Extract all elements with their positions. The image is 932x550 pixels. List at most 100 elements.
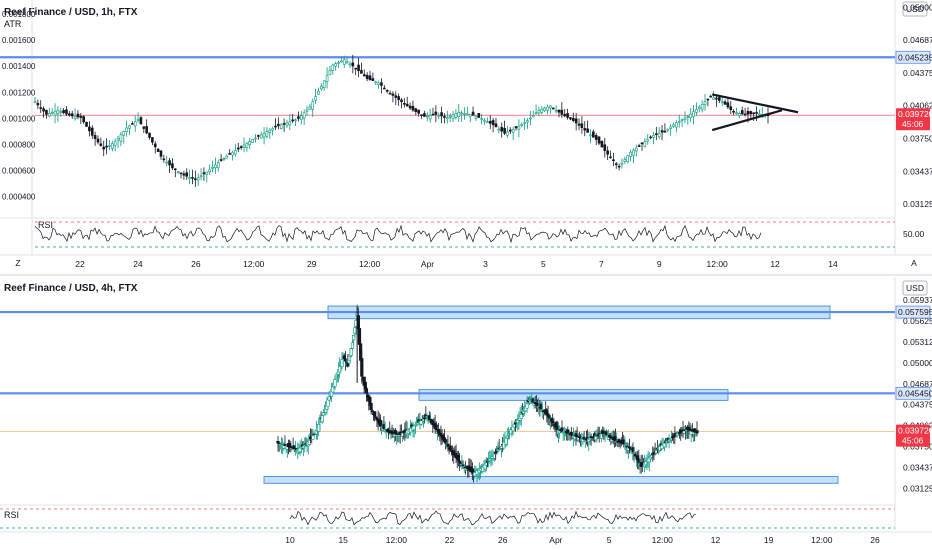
candle-body-1h bbox=[285, 122, 289, 126]
candle-body-1h bbox=[491, 120, 495, 126]
candle-body-1h bbox=[468, 114, 472, 117]
triangle-lower-line bbox=[711, 109, 783, 132]
candle-body-1h bbox=[185, 172, 189, 177]
atr-label: ATR bbox=[4, 19, 22, 29]
candle-body-1h bbox=[520, 124, 524, 126]
candle-body-1h bbox=[245, 142, 249, 148]
candle-body-1h bbox=[191, 177, 194, 179]
currency-badge-1h[interactable] bbox=[902, 1, 928, 17]
candle-body-1h bbox=[677, 120, 681, 123]
candle-body-1h bbox=[460, 112, 463, 115]
candle-body-1h bbox=[526, 120, 529, 123]
candle-body-1h bbox=[394, 95, 398, 98]
zoom-button[interactable]: Z bbox=[15, 258, 20, 268]
candle-body-1h bbox=[551, 107, 555, 110]
time-tick-4h: 15 bbox=[338, 535, 348, 545]
candle-body-1h bbox=[609, 156, 612, 159]
candle-body-1h bbox=[374, 81, 378, 84]
candle-body-1h bbox=[165, 161, 169, 164]
candle-body-1h bbox=[96, 138, 100, 143]
candle-body-1h bbox=[715, 97, 718, 100]
price-tick-1h: 0.034375 bbox=[903, 166, 932, 176]
auto-scale-button[interactable]: A bbox=[911, 258, 917, 268]
candle-body-1h bbox=[383, 87, 386, 90]
candle-body-1h bbox=[672, 124, 675, 127]
candle-body-1h bbox=[70, 113, 74, 117]
candle-body-4h bbox=[320, 415, 324, 423]
candle-body-1h bbox=[225, 156, 229, 159]
last-price-value-1h: 0.039720 bbox=[898, 109, 932, 119]
candle-body-1h bbox=[68, 113, 71, 116]
candle-body-4h bbox=[321, 412, 325, 416]
candle-body-1h bbox=[726, 102, 730, 108]
candle-body-1h bbox=[577, 123, 581, 126]
candle-body-1h bbox=[660, 130, 664, 133]
candle-body-1h bbox=[216, 162, 220, 169]
candle-body-1h bbox=[397, 96, 400, 100]
candle-body-1h bbox=[36, 103, 40, 106]
candle-body-1h bbox=[62, 110, 65, 114]
candle-body-1h bbox=[729, 106, 733, 110]
candle-body-1h bbox=[735, 112, 738, 115]
candle-body-1h bbox=[483, 119, 486, 122]
candle-body-1h bbox=[308, 106, 312, 110]
candle-body-1h bbox=[417, 109, 420, 114]
candle-body-1h bbox=[239, 146, 243, 148]
candle-body-1h bbox=[354, 67, 357, 70]
candle-body-1h bbox=[102, 146, 106, 150]
price-tick-4h: 0.046875 bbox=[903, 379, 932, 389]
candle-body-1h bbox=[680, 119, 684, 121]
candle-body-1h bbox=[723, 101, 727, 105]
candle-body-1h bbox=[262, 132, 266, 138]
candle-body-1h bbox=[271, 128, 274, 131]
time-tick-1h: 26 bbox=[191, 259, 201, 269]
rsi-line-1h bbox=[34, 224, 762, 244]
candle-body-1h bbox=[371, 78, 375, 82]
candle-body-1h bbox=[211, 167, 214, 169]
currency-badge-4h[interactable] bbox=[902, 280, 928, 296]
time-tick-1h: 29 bbox=[307, 259, 317, 269]
panel-4h: Reef Finance / USD, 4h, FTX USD RSI bbox=[0, 274, 932, 533]
candle-body-1h bbox=[59, 111, 63, 113]
candle-body-1h bbox=[122, 131, 126, 136]
price-tick-1h: 0.046875 bbox=[903, 35, 932, 45]
candle-body-4h bbox=[360, 358, 364, 377]
candle-body-1h bbox=[563, 114, 567, 117]
atr-tick-1h: 0.001000 bbox=[2, 114, 36, 123]
time-tick-1h: Apr bbox=[421, 259, 434, 269]
candle-body-1h bbox=[712, 97, 715, 100]
candle-body-1h bbox=[437, 114, 441, 117]
price-tick-4h: 0.059375 bbox=[903, 295, 932, 305]
candle-body-1h bbox=[446, 117, 449, 120]
candle-body-1h bbox=[632, 149, 635, 156]
candle-body-1h bbox=[342, 59, 346, 65]
candle-body-1h bbox=[159, 150, 163, 157]
chart-title-1h: Reef Finance / USD, 1h, FTX bbox=[4, 7, 138, 18]
last-price-badge-1h bbox=[896, 108, 930, 131]
candle-body-1h bbox=[274, 125, 277, 128]
candle-body-1h bbox=[205, 171, 209, 175]
candle-body-1h bbox=[620, 162, 624, 165]
candle-body-1h bbox=[740, 110, 744, 115]
candle-body-1h bbox=[311, 101, 315, 110]
candle-body-1h bbox=[76, 113, 80, 118]
candle-body-1h bbox=[586, 128, 589, 133]
candle-body-1h bbox=[288, 121, 292, 126]
candle-body-1h bbox=[514, 126, 518, 129]
candle-body-1h bbox=[302, 112, 306, 119]
candle-body-1h bbox=[174, 168, 177, 171]
candle-body-1h bbox=[517, 125, 521, 130]
candle-body-1h bbox=[385, 90, 389, 92]
candle-body-1h bbox=[411, 105, 415, 111]
candle-body-1h bbox=[82, 116, 85, 123]
candle-body-1h bbox=[228, 153, 232, 155]
candle-body-1h bbox=[569, 117, 572, 120]
atr-tick-1h: 0.001800 bbox=[2, 10, 36, 19]
candle-body-1h bbox=[420, 114, 423, 116]
candle-body-1h bbox=[580, 123, 584, 129]
candle-body-1h bbox=[463, 113, 466, 115]
candle-body-1h bbox=[305, 109, 309, 112]
